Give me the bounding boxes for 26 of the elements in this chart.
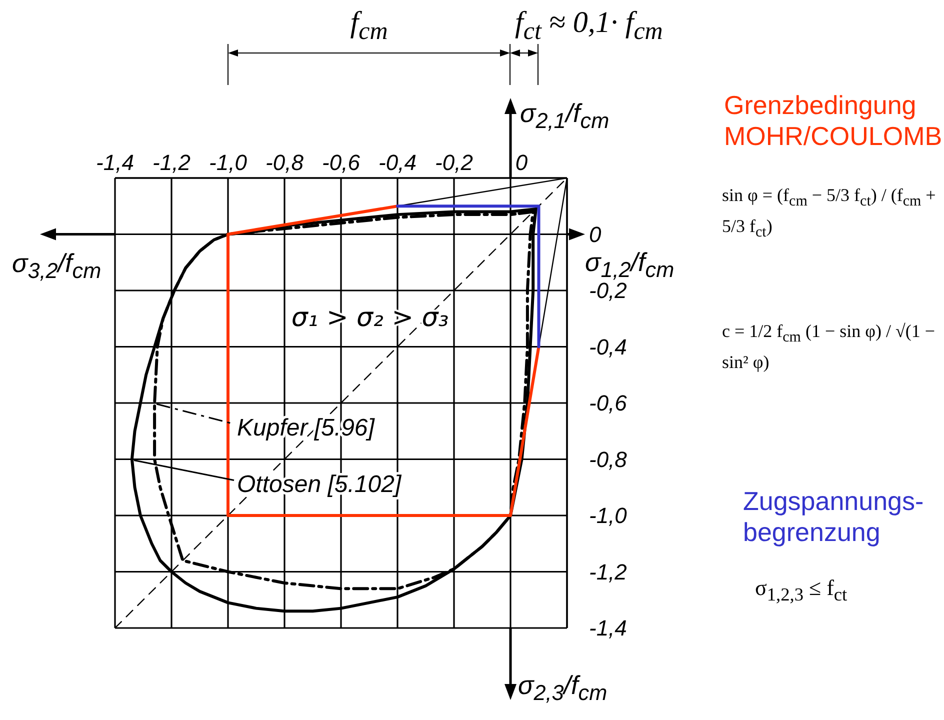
x-tick-label: -0,6 xyxy=(322,150,361,175)
x-tick-label: -0,2 xyxy=(435,150,473,175)
y-tick-label: -1,0 xyxy=(589,503,628,528)
x-tick-label: -1,4 xyxy=(96,150,134,175)
y-tick-label: -1,2 xyxy=(589,559,627,584)
text: Zugspannungs- begrenzung xyxy=(743,486,924,548)
x-tick-label: 0 xyxy=(515,150,528,175)
text: sin φ = (f$_{cm}$ − 5/3 f$_{ct}$) / (f$_{cm}$ + 5/3 f$_{ct}$) xyxy=(722,185,936,241)
x-tick-label: -0,4 xyxy=(378,150,416,175)
text: f$_{cm}$ xyxy=(350,6,388,46)
y-tick-label: -0,8 xyxy=(589,446,628,472)
text: σ$_{2,3}$/f$_{cm}$ xyxy=(518,670,608,706)
text: σ$_{1,2,3}$ ≤ f$_{ct}$ xyxy=(755,575,848,606)
x-tick-label: -1,2 xyxy=(152,150,190,175)
x-tick-label: -1,0 xyxy=(209,150,248,175)
text: σ$_{3,2}$/f$_{cm}$ xyxy=(12,248,102,284)
text: f$_{ct}$ ≈ 0,1· f$_{cm}$ xyxy=(515,6,663,46)
y-tick-label: 0 xyxy=(589,222,602,247)
y-tick-label: -0,4 xyxy=(589,334,627,360)
y-tick-label: -1,4 xyxy=(589,616,627,640)
y-axis-title: σ$_{2,1}$/f$_{cm}$ xyxy=(520,98,610,134)
x-tick-label: -0,8 xyxy=(266,150,304,175)
text: c = 1/2 f$_{cm}$ (1 − sin φ) / √(1 − sin² φ) xyxy=(722,321,936,372)
text: Grenzbedingung MOHR/COULOMB xyxy=(724,90,942,152)
y-tick-label: -0,6 xyxy=(589,390,628,416)
x-axis-title: σ$_{1,2}$/f$_{cm}$ xyxy=(585,247,674,282)
